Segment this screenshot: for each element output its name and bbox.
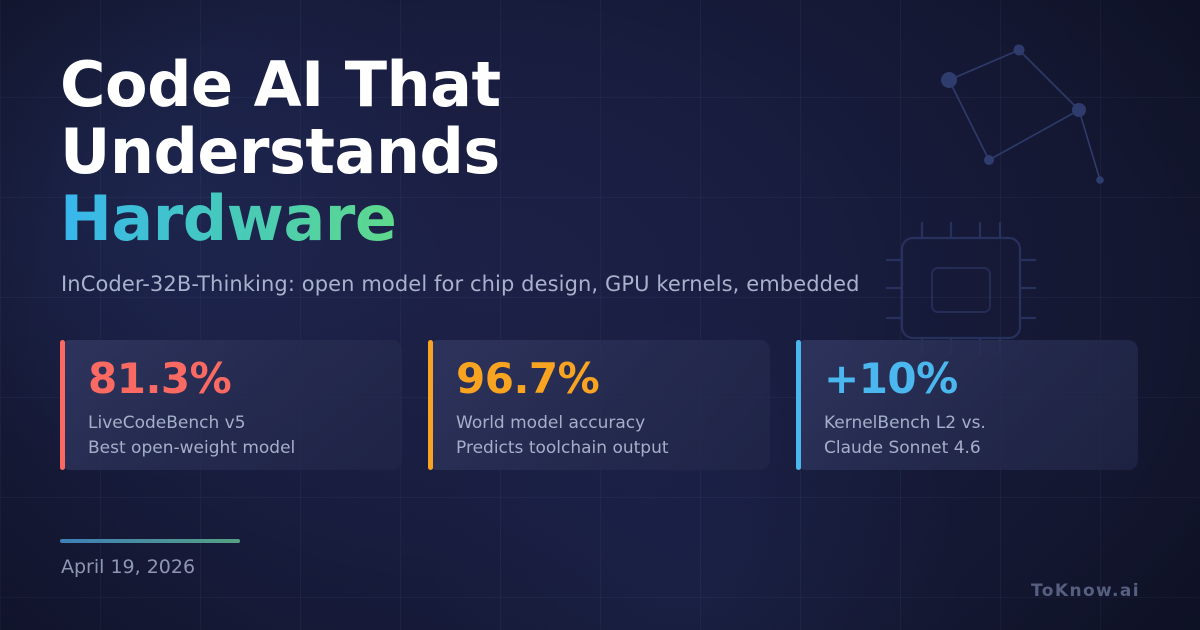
stat-labels: World model accuracy Predicts toolchain … (456, 411, 750, 460)
brand-watermark: ToKnow.ai (1031, 581, 1140, 601)
stat-label-secondary: Predicts toolchain output (456, 437, 669, 458)
stat-card: 81.3% LiveCodeBench v5 Best open-weight … (60, 340, 402, 470)
stat-card-group: 81.3% LiveCodeBench v5 Best open-weight … (60, 340, 1138, 470)
page-title: Code AI That Understands Hardware (60, 51, 760, 255)
stat-label-primary: LiveCodeBench v5 (88, 413, 246, 433)
stat-value: 96.7% (456, 354, 600, 403)
publish-date: April 19, 2026 (61, 556, 196, 578)
footer-accent-rule (60, 539, 240, 543)
stat-value: 81.3% (88, 354, 232, 403)
stat-accent-bar (796, 340, 801, 470)
headline-line-2: Understands (60, 114, 500, 188)
stat-labels: KernelBench L2 vs. Claude Sonnet 4.6 (824, 411, 1118, 460)
stat-accent-bar (428, 340, 433, 470)
stat-labels: LiveCodeBench v5 Best open-weight model (88, 411, 382, 460)
headline-line-1: Code AI That (60, 48, 501, 121)
subtitle: InCoder-32B-Thinking: open model for chi… (61, 272, 860, 296)
stat-card: +10% KernelBench L2 vs. Claude Sonnet 4.… (796, 340, 1138, 470)
stat-label-secondary: Best open-weight model (88, 437, 296, 458)
headline-accent-word: Hardware (60, 181, 397, 255)
stat-label-primary: KernelBench L2 vs. (824, 413, 986, 433)
stat-card: 96.7% World model accuracy Predicts tool… (428, 340, 770, 470)
stat-accent-bar (60, 340, 65, 470)
stat-value: +10% (824, 354, 958, 403)
stat-label-secondary: Claude Sonnet 4.6 (824, 437, 981, 458)
stat-label-primary: World model accuracy (456, 413, 646, 433)
